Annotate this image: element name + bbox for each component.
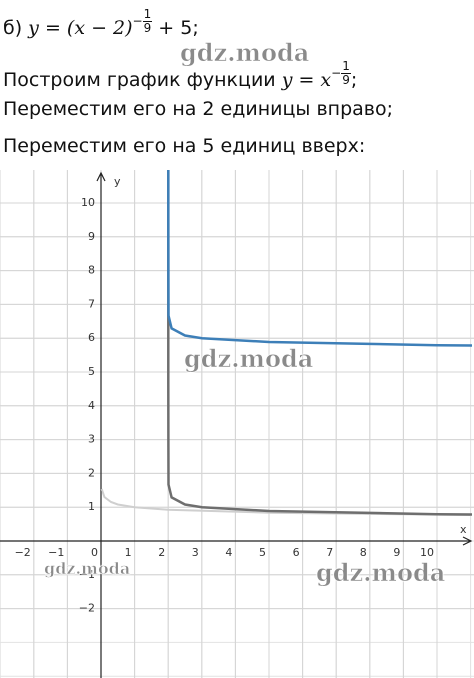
y-tick-label: 9 [88, 230, 95, 243]
text: ; [350, 69, 358, 91]
formula: y = x [281, 69, 332, 91]
watermark: gdz.moda [180, 38, 310, 68]
curve-shifted-right [167, 170, 473, 516]
x-tick-label: 3 [192, 546, 199, 559]
watermark: gdz.moda [184, 344, 314, 374]
x-axis-label: x [460, 523, 467, 536]
y-tick-label: 4 [88, 399, 95, 412]
x-tick-label: 6 [293, 546, 300, 559]
watermark: gdz.moda [316, 558, 446, 588]
formula: y = (x − 2) [28, 17, 133, 39]
exponent: −1 9 [133, 8, 153, 35]
x-arrow [462, 536, 473, 546]
line-3: Переместим его на 2 единицы вправо; [3, 98, 394, 120]
line-1: б) y = (x − 2)− 1 9 + 5; [3, 8, 199, 40]
x-tick-label: −1 [48, 546, 64, 559]
y-tick-label: 8 [88, 264, 95, 277]
exp-sign: − [331, 66, 342, 80]
y-tick-label: 7 [88, 297, 95, 310]
numerator: 1 [341, 59, 351, 74]
watermark: gdz.moda [44, 559, 131, 579]
exponent: −1 9 [331, 60, 351, 87]
line-2: Построим график функции y = x− 1 9; [3, 60, 358, 92]
exp-sign: − [132, 14, 143, 28]
x-tick-label: 5 [259, 546, 266, 559]
y-tick-label: 2 [88, 466, 95, 479]
text: б) [3, 17, 29, 39]
x-tick-label: 0 [91, 546, 98, 559]
numerator: 1 [142, 7, 153, 22]
y-tick-label: −1 [79, 568, 95, 581]
curve-base [100, 488, 471, 516]
text: Построим график функции [3, 69, 282, 91]
curve-final [167, 170, 473, 347]
y-axis-label: y [114, 175, 121, 188]
line-4: Переместим его на 5 единиц вверх: [3, 135, 366, 157]
y-tick-label: 3 [88, 433, 95, 446]
y-tick-label: −2 [79, 602, 95, 615]
y-tick-label: 1 [88, 500, 95, 513]
y-arrow [96, 171, 106, 182]
x-tick-label: 8 [360, 546, 367, 559]
x-tick-label: −2 [15, 546, 31, 559]
x-tick-label: 9 [393, 546, 400, 559]
x-tick-label: 2 [158, 546, 165, 559]
y-tick-label: 5 [88, 365, 95, 378]
x-tick-label: 1 [125, 546, 132, 559]
text: + 5; [152, 17, 199, 39]
denominator: 9 [342, 73, 350, 87]
y-tick-label: 10 [81, 196, 95, 209]
x-tick-label: 10 [420, 546, 434, 559]
y-tick-label: 6 [88, 331, 95, 344]
denominator: 9 [143, 21, 152, 35]
x-tick-label: 4 [225, 546, 232, 559]
x-tick-label: 7 [326, 546, 333, 559]
